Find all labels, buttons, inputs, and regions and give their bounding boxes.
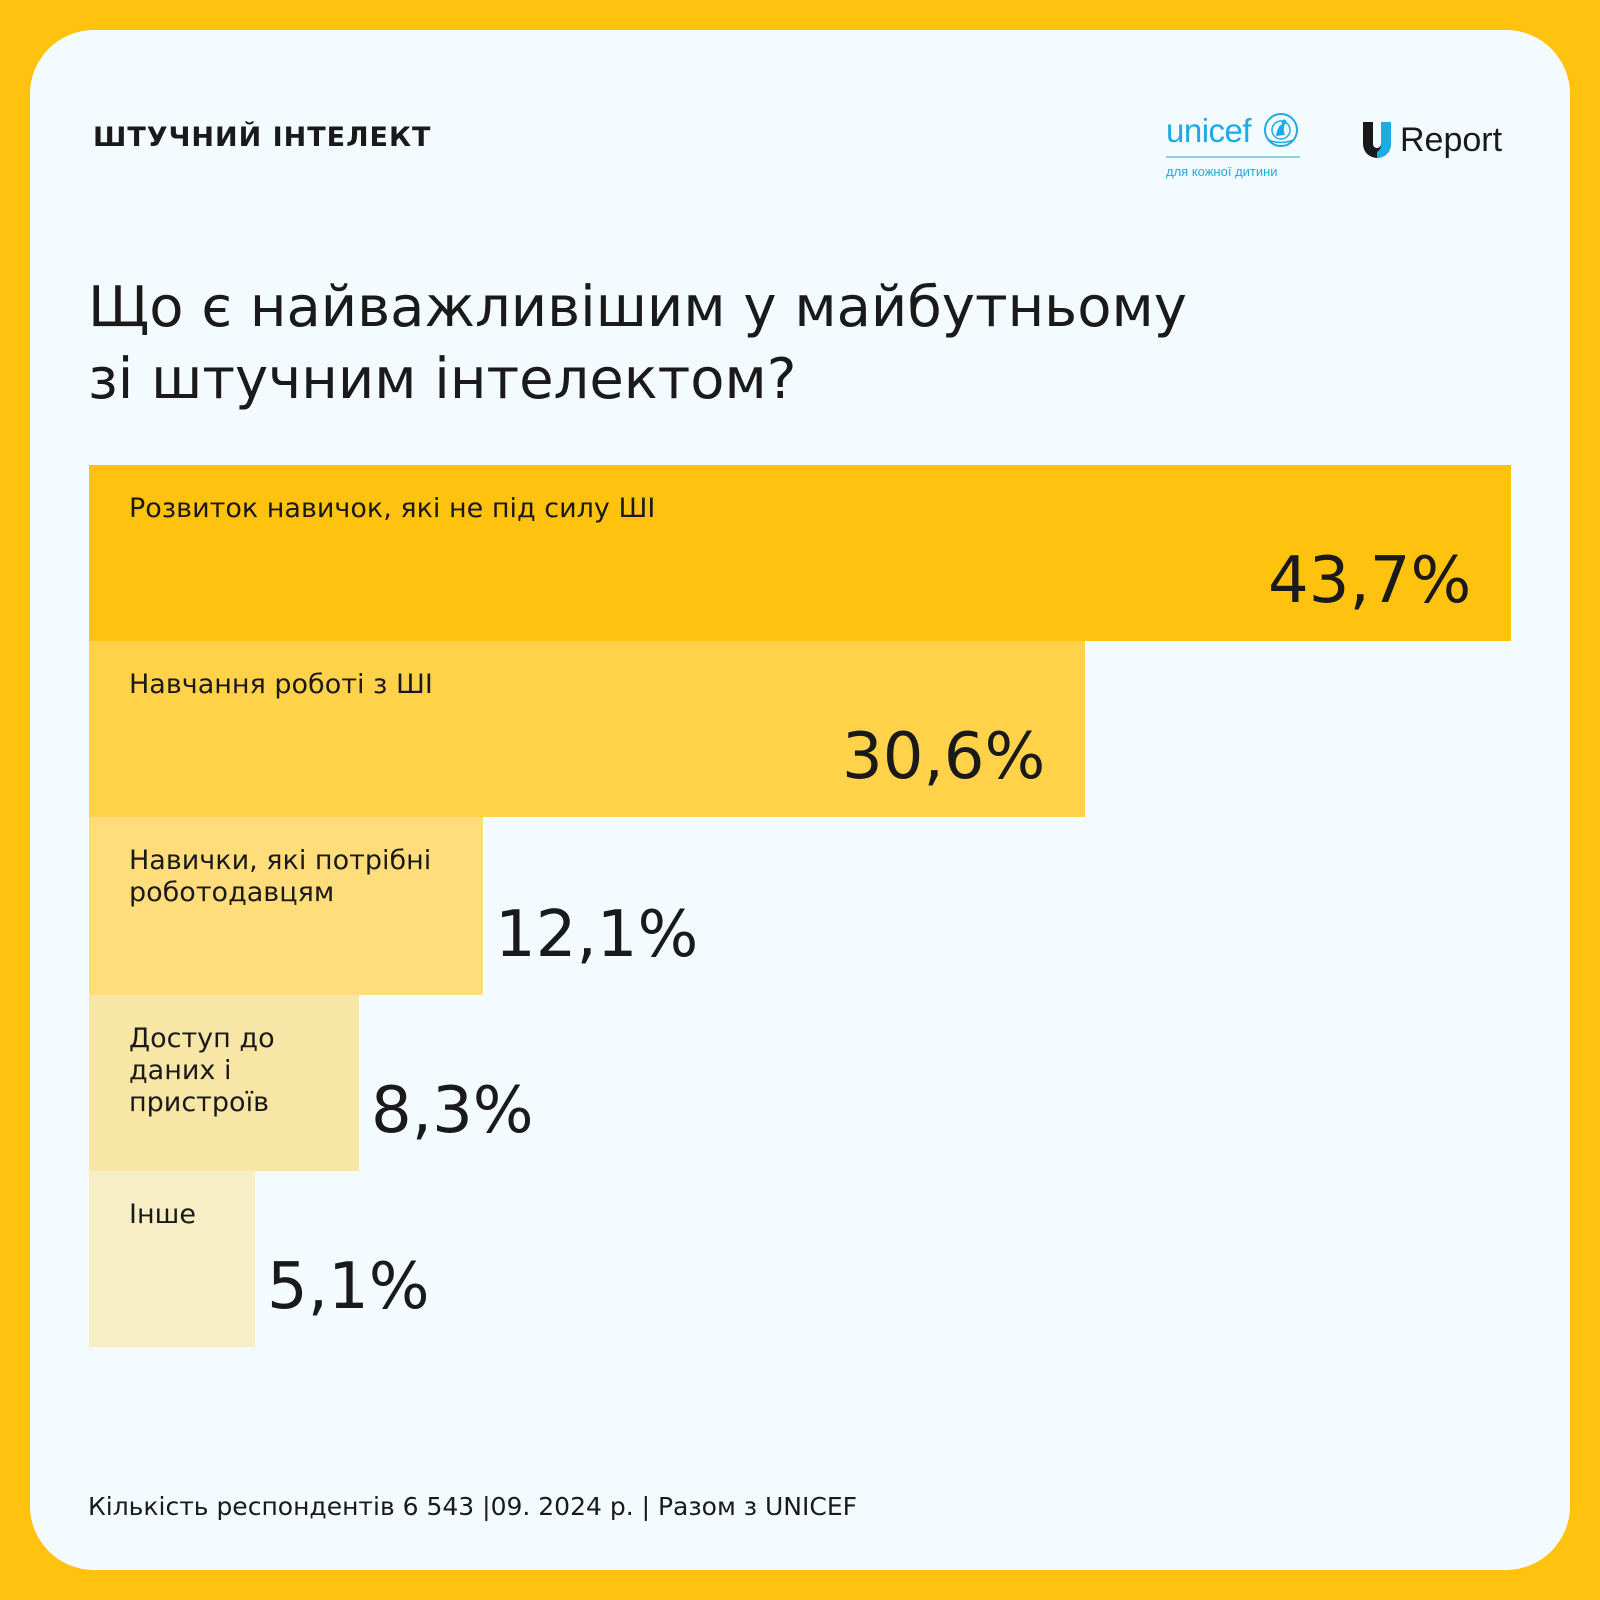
bar-chart: Розвиток навичок, які не під силу ШІ 43,7… — [30, 30, 1570, 1570]
bar-value-label: 30,6% — [842, 720, 1046, 794]
chart-title: Що є найважливішим у майбутньому зі штуч… — [88, 272, 1388, 416]
ureport-wordmark: Report — [1400, 120, 1503, 159]
bar — [89, 465, 1511, 641]
bar — [89, 641, 1085, 817]
bar-label: Доступ до даних і пристроїв — [129, 1023, 275, 1118]
unicef-logo: unicef для кожної дитини — [1166, 112, 1306, 184]
title-line-2: зі штучним інтелектом? — [88, 347, 797, 412]
ureport-u-icon — [1363, 122, 1391, 158]
bar-value-label: 12,1% — [495, 898, 699, 972]
bar-label: Інше — [129, 1199, 196, 1230]
card: ШТУЧНИЙ ІНТЕЛЕКТ unicef для кожної дитин… — [30, 30, 1570, 1570]
unicef-wordmark: unicef — [1166, 112, 1252, 149]
bar — [89, 995, 359, 1171]
bar-value-label: 8,3% — [371, 1074, 534, 1148]
bar-value-label: 43,7% — [1268, 544, 1472, 618]
footer-note: Кількість респондентів 6 543 |09. 2024 р… — [88, 1492, 858, 1521]
unicef-tagline: для кожної дитини — [1166, 164, 1278, 179]
topic-label: ШТУЧНИЙ ІНТЕЛЕКТ — [93, 122, 432, 153]
bar — [89, 817, 483, 995]
bar-label: Навчання роботі з ШІ — [129, 669, 433, 700]
bar — [89, 1171, 255, 1347]
bar-label: Розвиток навичок, які не під силу ШІ — [129, 493, 656, 524]
unicef-emblem-icon — [1264, 113, 1298, 147]
bar-label: Навички, які потрібні роботодавцям — [129, 845, 432, 908]
unicef-rule — [1166, 156, 1300, 158]
ureport-logo: Report — [1360, 118, 1502, 162]
title-line-1: Що є найважливішим у майбутньому — [88, 275, 1187, 340]
bar-value-label: 5,1% — [267, 1250, 430, 1324]
